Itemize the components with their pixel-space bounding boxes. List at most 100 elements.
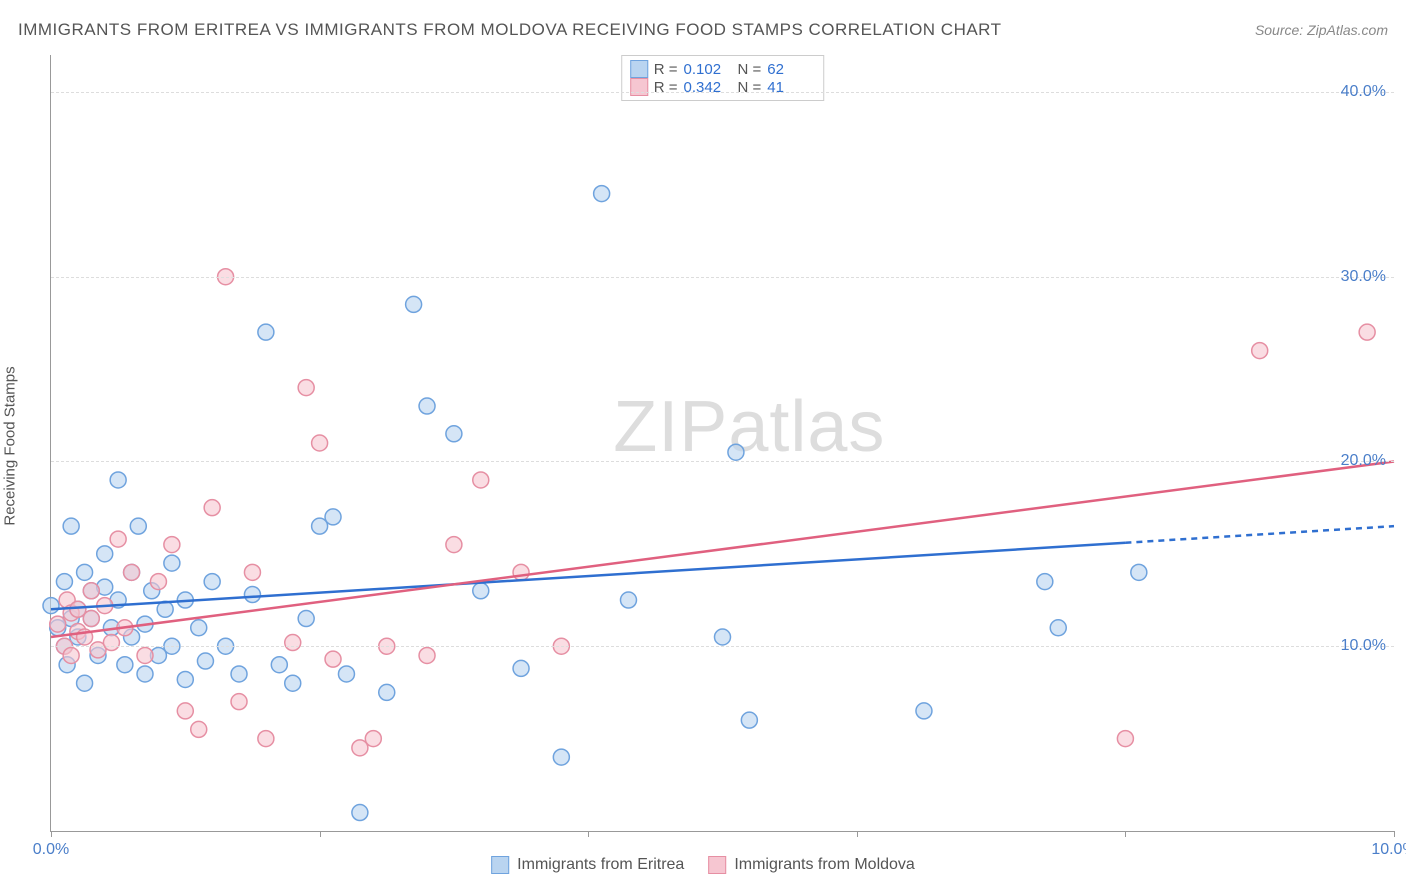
data-point: [379, 684, 395, 700]
data-point: [1037, 574, 1053, 590]
data-point: [83, 583, 99, 599]
data-point: [594, 186, 610, 202]
data-point: [325, 509, 341, 525]
legend-swatch-series1: [491, 856, 509, 874]
data-point: [110, 472, 126, 488]
title-bar: IMMIGRANTS FROM ERITREA VS IMMIGRANTS FR…: [18, 20, 1388, 40]
data-point: [338, 666, 354, 682]
data-point: [244, 564, 260, 580]
data-point: [43, 598, 59, 614]
data-point: [244, 587, 260, 603]
data-point: [513, 564, 529, 580]
data-point: [97, 546, 113, 562]
data-point: [285, 675, 301, 691]
data-point: [164, 555, 180, 571]
scatter-svg: [51, 55, 1394, 831]
data-point: [191, 721, 207, 737]
data-point: [110, 531, 126, 547]
data-point: [1050, 620, 1066, 636]
x-tick: [857, 831, 858, 837]
x-tick: [1394, 831, 1395, 837]
data-point: [285, 635, 301, 651]
y-tick-label: 20.0%: [1341, 452, 1386, 470]
data-point: [177, 671, 193, 687]
gridline: [51, 646, 1394, 647]
data-point: [77, 564, 93, 580]
data-point: [103, 635, 119, 651]
chart-title: IMMIGRANTS FROM ERITREA VS IMMIGRANTS FR…: [18, 20, 1002, 40]
y-tick-label: 10.0%: [1341, 637, 1386, 655]
data-point: [191, 620, 207, 636]
data-point: [83, 611, 99, 627]
legend-item-series2: Immigrants from Moldova: [708, 856, 915, 874]
data-point: [204, 574, 220, 590]
x-tick-label: 0.0%: [33, 841, 69, 859]
x-tick: [588, 831, 589, 837]
legend-item-series1: Immigrants from Eritrea: [491, 856, 684, 874]
data-point: [419, 647, 435, 663]
trend-line-dashed: [1125, 526, 1394, 543]
gridline: [51, 277, 1394, 278]
source-prefix: Source:: [1255, 22, 1307, 38]
trend-line: [51, 461, 1394, 637]
legend-label-series1: Immigrants from Eritrea: [517, 856, 684, 874]
legend-label-series2: Immigrants from Moldova: [734, 856, 915, 874]
y-axis-label: Receiving Food Stamps: [2, 366, 19, 525]
data-point: [77, 675, 93, 691]
data-point: [352, 805, 368, 821]
data-point: [137, 666, 153, 682]
data-point: [50, 616, 66, 632]
data-point: [63, 518, 79, 534]
x-tick: [320, 831, 321, 837]
data-point: [204, 500, 220, 516]
data-point: [406, 296, 422, 312]
data-point: [473, 472, 489, 488]
data-point: [325, 651, 341, 667]
data-point: [715, 629, 731, 645]
data-point: [741, 712, 757, 728]
data-point: [150, 574, 166, 590]
x-tick-label: 10.0%: [1371, 841, 1406, 859]
y-tick-label: 30.0%: [1341, 268, 1386, 286]
data-point: [1117, 731, 1133, 747]
data-point: [513, 660, 529, 676]
data-point: [231, 666, 247, 682]
data-point: [177, 703, 193, 719]
data-point: [197, 653, 213, 669]
series-legend: Immigrants from Eritrea Immigrants from …: [491, 856, 915, 874]
data-point: [164, 537, 180, 553]
x-tick: [1125, 831, 1126, 837]
data-point: [231, 694, 247, 710]
chart-plot-area: ZIPatlas R = 0.102 N = 62 R = 0.342 N = …: [50, 55, 1394, 832]
data-point: [1131, 564, 1147, 580]
data-point: [258, 324, 274, 340]
y-tick-label: 40.0%: [1341, 83, 1386, 101]
data-point: [916, 703, 932, 719]
data-point: [298, 611, 314, 627]
data-point: [1252, 343, 1268, 359]
data-point: [258, 731, 274, 747]
data-point: [365, 731, 381, 747]
data-point: [130, 518, 146, 534]
data-point: [124, 564, 140, 580]
gridline: [51, 92, 1394, 93]
data-point: [63, 647, 79, 663]
gridline: [51, 461, 1394, 462]
data-point: [620, 592, 636, 608]
data-point: [419, 398, 435, 414]
data-point: [553, 749, 569, 765]
data-point: [56, 574, 72, 590]
data-point: [1359, 324, 1375, 340]
source-link[interactable]: ZipAtlas.com: [1307, 22, 1388, 38]
data-point: [312, 435, 328, 451]
data-point: [298, 380, 314, 396]
data-point: [473, 583, 489, 599]
x-tick: [51, 831, 52, 837]
data-point: [728, 444, 744, 460]
source-attribution: Source: ZipAtlas.com: [1255, 22, 1388, 38]
data-point: [271, 657, 287, 673]
data-point: [117, 657, 133, 673]
data-point: [446, 537, 462, 553]
data-point: [446, 426, 462, 442]
data-point: [137, 647, 153, 663]
